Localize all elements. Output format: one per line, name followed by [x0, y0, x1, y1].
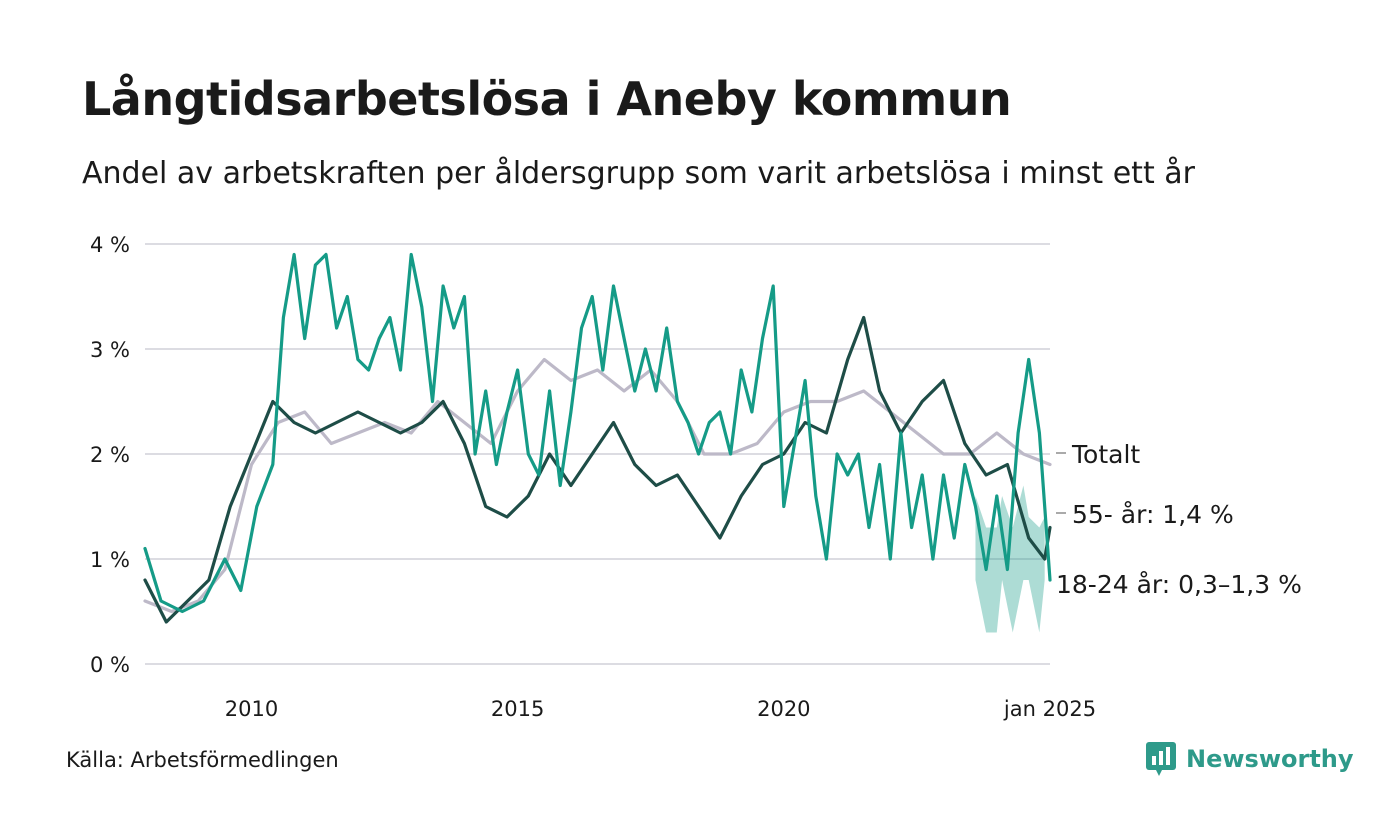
chart-subtitle: Andel av arbetskraften per åldersgrupp s… [82, 156, 1195, 191]
series-line-55-r [143, 315, 1052, 624]
axis-ticks: 0 % 1 % 2 % 3 % 4 % 2010 2015 2020 jan 2025 [90, 233, 1096, 721]
series-end-label: Totalt [1071, 440, 1140, 469]
series-labels: Totalt 55- år: 1,4 % 18-24 år: 0,3–1,3 % [1056, 440, 1302, 599]
y-tick-label: 1 % [90, 548, 130, 572]
newsworthy-logo-icon [1146, 742, 1176, 776]
uncertainty-band [975, 485, 1045, 633]
chart-title: Långtidsarbetslösa i Aneby kommun [82, 72, 1012, 126]
series-lines [143, 252, 1052, 624]
y-tick-label: 4 % [90, 233, 130, 257]
y-tick-label: 3 % [90, 338, 130, 362]
brand-name: Newsworthy [1186, 745, 1354, 773]
series-line-18-24-r [143, 252, 1052, 614]
uncertainty-band-area [975, 485, 1045, 633]
x-tick-label: 2020 [757, 697, 810, 721]
source-note: Källa: Arbetsförmedlingen [66, 748, 339, 772]
gridlines [145, 243, 1050, 665]
x-tick-label: 2015 [491, 697, 544, 721]
x-tick-label: 2010 [225, 697, 278, 721]
y-tick-label: 0 % [90, 653, 130, 677]
x-tick-label: jan 2025 [1003, 697, 1096, 721]
y-tick-label: 2 % [90, 443, 130, 467]
brand: Newsworthy [1146, 742, 1354, 776]
series-line-totalt [143, 357, 1052, 614]
series-end-label: 18-24 år: 0,3–1,3 % [1056, 570, 1302, 599]
series-end-label: 55- år: 1,4 % [1072, 500, 1234, 529]
